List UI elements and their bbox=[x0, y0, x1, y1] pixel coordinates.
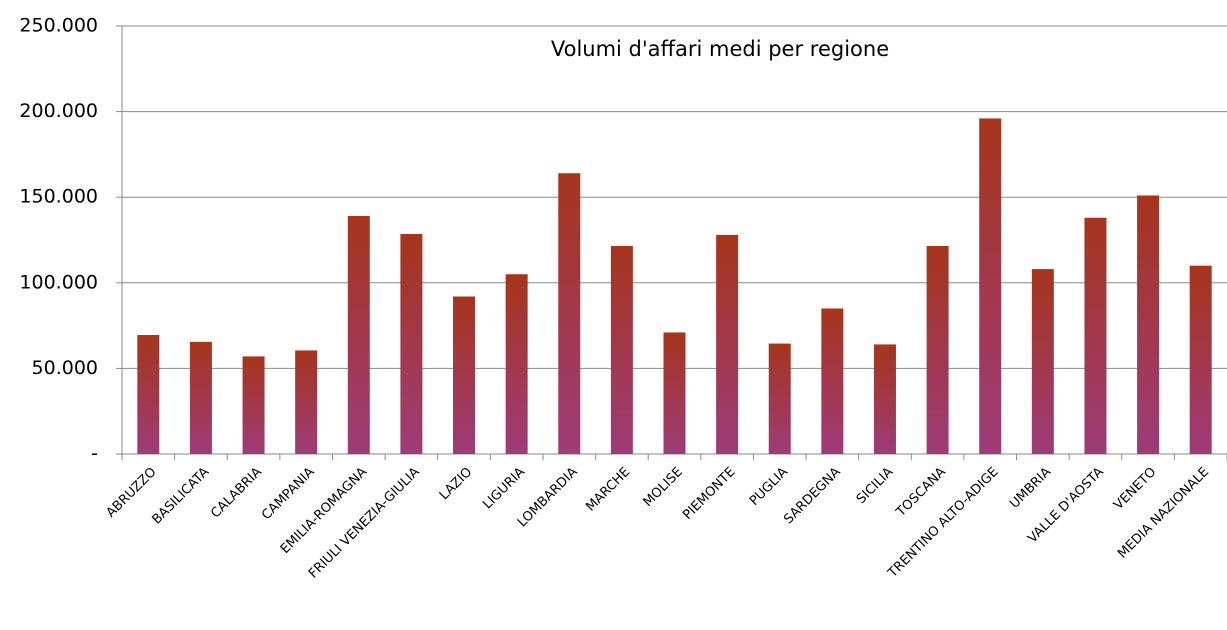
bar bbox=[768, 343, 791, 454]
bar bbox=[453, 296, 476, 454]
bar bbox=[558, 173, 581, 454]
bar bbox=[137, 335, 160, 454]
chart-title: Volumi d'affari medi per regione bbox=[551, 37, 889, 61]
y-tick-label: 150.000 bbox=[19, 186, 98, 208]
x-tick-label: MOLISE bbox=[641, 465, 686, 510]
bar bbox=[400, 234, 423, 454]
x-tick-label: ABRUZZO bbox=[104, 465, 160, 521]
x-tick-label: CALABRIA bbox=[208, 465, 265, 522]
x-tick-label: UMBRIA bbox=[1007, 465, 1054, 512]
bar bbox=[189, 341, 212, 454]
x-tick-label: MARCHE bbox=[583, 465, 633, 515]
bar bbox=[295, 350, 318, 454]
x-tick-label: BASILICATA bbox=[149, 465, 212, 528]
x-tick-label: MEDIA NAZIONALE bbox=[1115, 465, 1212, 562]
x-tick-label: EMILIA-ROMAGNA bbox=[278, 465, 370, 557]
bar bbox=[873, 344, 896, 454]
x-tick-label: TOSCANA bbox=[893, 465, 949, 521]
x-tick-label: FRIULI VENEZIA-GIULIA bbox=[306, 465, 423, 582]
y-tick-label: 100.000 bbox=[19, 271, 98, 293]
x-tick-label: LAZIO bbox=[437, 465, 475, 503]
bar bbox=[979, 118, 1002, 454]
bar bbox=[821, 308, 844, 454]
bar bbox=[716, 234, 739, 454]
bar bbox=[505, 274, 528, 454]
x-tick-label: SARDEGNA bbox=[781, 465, 844, 528]
bar bbox=[1189, 265, 1212, 454]
x-tick-label: PIEMONTE bbox=[680, 465, 738, 523]
x-tick-label: TRENTINO ALTO-ADIGE bbox=[885, 465, 1002, 582]
x-tick-label: VENETO bbox=[1111, 465, 1159, 513]
y-tick-label: 250.000 bbox=[19, 15, 98, 37]
bar bbox=[926, 245, 949, 454]
bar bbox=[1137, 195, 1160, 454]
y-tick-label: 200.000 bbox=[19, 100, 98, 122]
y-tick-label: 50.000 bbox=[32, 357, 98, 379]
x-tick-label: SICILIA bbox=[854, 465, 896, 507]
bar bbox=[1084, 217, 1107, 454]
x-tick-label: PUGLIA bbox=[747, 465, 791, 509]
bar bbox=[663, 332, 686, 454]
bar bbox=[1031, 269, 1054, 454]
bar bbox=[347, 216, 370, 454]
y-tick-label: - bbox=[91, 443, 98, 465]
bar bbox=[610, 245, 633, 454]
bar bbox=[242, 356, 265, 454]
x-tick-label: LIGURIA bbox=[480, 465, 528, 513]
